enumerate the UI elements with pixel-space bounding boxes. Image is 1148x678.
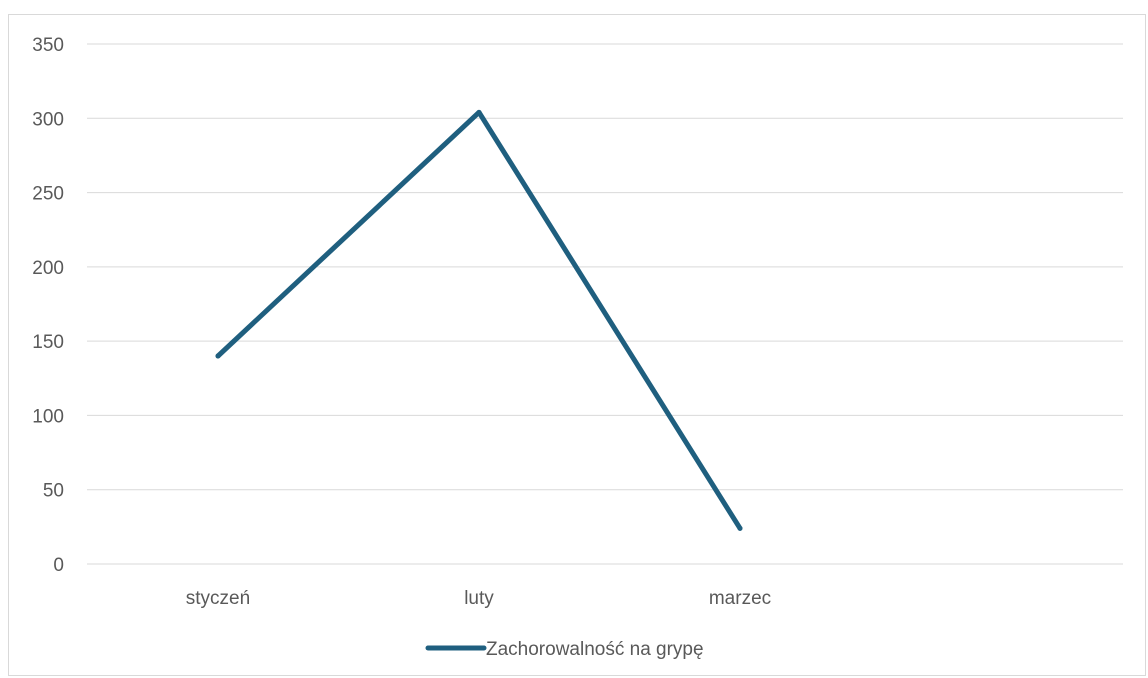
y-axis-tick-labels: 0 50 100 150 200 250 300 350 (32, 35, 64, 576)
y-tick-label: 150 (32, 332, 64, 353)
data-point (737, 525, 743, 531)
legend: Zachorowalność na grypę (425, 639, 704, 660)
x-tick-label: styczeń (186, 588, 250, 609)
legend-label: Zachorowalność na grypę (486, 639, 704, 660)
y-tick-label: 250 (32, 184, 64, 205)
y-tick-label: 300 (32, 109, 64, 130)
x-tick-label: marzec (709, 588, 771, 609)
x-axis-tick-labels: styczeń luty marzec (186, 588, 771, 609)
gridlines (87, 43, 1123, 565)
data-point (476, 109, 482, 115)
series-lines (215, 109, 743, 531)
y-tick-label: 350 (32, 35, 64, 56)
y-tick-label: 200 (32, 258, 64, 279)
y-tick-label: 50 (43, 481, 64, 502)
chart-frame (8, 14, 1146, 676)
y-tick-label: 0 (53, 555, 64, 576)
y-tick-label: 100 (32, 406, 64, 427)
x-tick-label: luty (464, 588, 494, 609)
series-line-0 (215, 109, 743, 531)
data-point (215, 353, 221, 359)
